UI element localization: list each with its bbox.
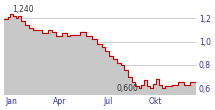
Text: 1,240: 1,240: [12, 5, 33, 14]
Text: 0,600: 0,600: [117, 84, 139, 93]
